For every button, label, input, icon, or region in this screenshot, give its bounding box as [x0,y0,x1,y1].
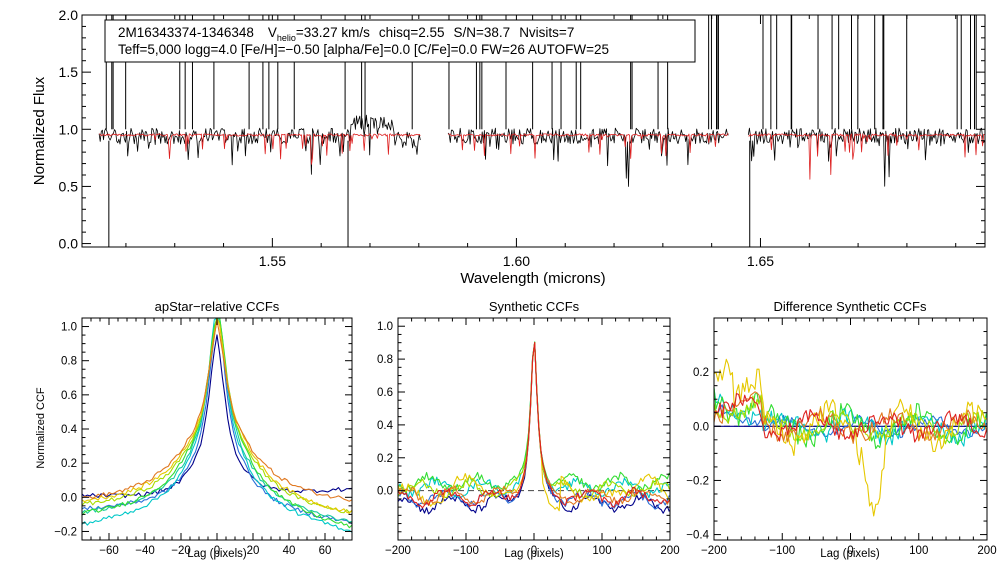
x-tick-label: −200 [385,545,411,557]
annotation-line-2: Teff=5,000 logg=4.0 [Fe/H]=−0.50 [alpha/… [118,42,609,57]
ccf-series-line [397,342,670,499]
ccf-series-line [397,342,670,515]
y-tick-label: 0.0 [693,421,709,433]
y-tick-label: 0.8 [61,356,77,368]
synthetic-ccf-xlabel: Lag (pixels) [504,548,564,560]
panel-frame [713,317,988,541]
spectrum-x-tick-label: 1.60 [503,253,530,269]
annotation-line-1: 2M16343374-1346348 Vhelio=33.27 km/s chisq… [118,25,574,43]
spectrum-y-tick-label: 0.5 [59,178,79,194]
synthetic-spectrum-line [98,133,985,180]
x-tick-label: −200 [701,545,727,557]
snr-value: S/N=38.7 [454,25,511,40]
synthetic-ccf-title: Synthetic CCFs [489,299,580,314]
nvisits-value: Nvisits=7 [519,25,574,40]
ccf-series-line [713,391,987,444]
vhelio-subscript: helio [277,33,296,43]
x-tick-label: 0 [531,545,537,557]
x-tick-label: 0 [847,545,853,557]
spectrum-y-tick-label: 1.0 [59,121,79,137]
x-tick-label: −100 [769,545,795,557]
y-tick-label: 0.6 [377,387,393,399]
x-tick-label: 40 [283,545,296,557]
x-tick-label: −60 [99,545,119,557]
spectrum-x-tick-label: 1.65 [747,253,774,269]
spectrum-y-tick-label: 1.5 [59,64,79,80]
x-tick-label: 0 [214,545,220,557]
spectrum-xlabel: Wavelength (microns) [460,270,605,287]
spectrum-annotation: 2M16343374-1346348 Vhelio=33.27 km/s chisq… [104,19,696,63]
chisq-value: chisq=2.55 [379,25,445,40]
apstar-ccf-xlabel: Lag (pixels) [187,548,247,560]
ccf-series-line [713,393,987,443]
ccf-series-line [397,341,670,494]
y-tick-label: 0.4 [377,420,394,432]
difference-ccf-panel: Difference Synthetic CCFs Lag (pixels) −… [686,299,996,560]
y-tick-label: 1.0 [61,322,77,334]
spectrum-lines [98,114,986,187]
star-id: 2M16343374-1346348 [118,25,254,40]
ccf-series-line [713,394,987,445]
apstar-ccf-panel: apStar−relative CCFs Lag (pixels) Normal… [35,299,353,560]
x-tick-label: 100 [592,545,611,557]
ccf-series-line [397,342,670,507]
x-tick-label: 100 [909,545,928,557]
difference-ccf-xlabel: Lag (pixels) [820,548,880,560]
apstar-ccf-ylabel: Normalized CCF [35,387,47,469]
panel-frame [81,317,353,541]
spectrum-y-tick-label: 0.0 [59,236,79,252]
annotation-box [104,19,696,63]
x-tick-label: −40 [135,545,155,557]
y-tick-label: 0.0 [61,492,77,504]
y-tick-label: −0.4 [686,530,709,542]
synthetic-ccf-panel: Synthetic CCFs Lag (pixels) −200 −100 0 100… [377,299,680,560]
y-tick-label: 0.4 [61,424,78,436]
y-tick-label: 0.2 [377,453,393,465]
y-tick-label: 0.2 [693,367,709,379]
x-tick-label: 200 [660,545,679,557]
spectrum-panel: 1.55 1.60 1.65 0.0 0.5 1.0 1.5 2.0 2M16343374-1… [31,7,986,287]
x-tick-label: 60 [319,545,332,557]
y-tick-label: 0.6 [61,390,77,402]
ccf-series-line [397,341,670,499]
y-tick-label: 0.8 [377,354,393,366]
difference-ccf-title: Difference Synthetic CCFs [774,299,927,314]
ccf-series-line [81,334,353,499]
y-tick-label: −0.2 [686,475,709,487]
y-tick-label: 0.2 [61,458,77,470]
y-tick-label: −0.2 [54,526,77,538]
vhelio-prefix: V [268,25,277,40]
ccf-series-line [81,319,353,502]
ccf-series-line [713,388,987,447]
y-tick-label: 0.0 [377,486,393,498]
x-tick-label: −100 [453,545,479,557]
y-tick-label: 1.0 [377,321,393,333]
apstar-ccf-title: apStar−relative CCFs [155,299,280,314]
ccf-series-line [81,317,353,514]
x-tick-label: 200 [977,545,996,557]
x-tick-label: −20 [171,545,191,557]
ccf-series-line [81,317,353,514]
spectrum-ylabel: Normalized Flux [31,76,48,185]
ccf-series-line [397,341,670,509]
x-tick-label: 20 [247,545,260,557]
vhelio-value: =33.27 km/s [296,25,370,40]
spectrum-frame [81,14,986,248]
spectrum-x-tick-label: 1.55 [259,253,286,269]
spectrum-y-tick-label: 2.0 [59,7,79,23]
